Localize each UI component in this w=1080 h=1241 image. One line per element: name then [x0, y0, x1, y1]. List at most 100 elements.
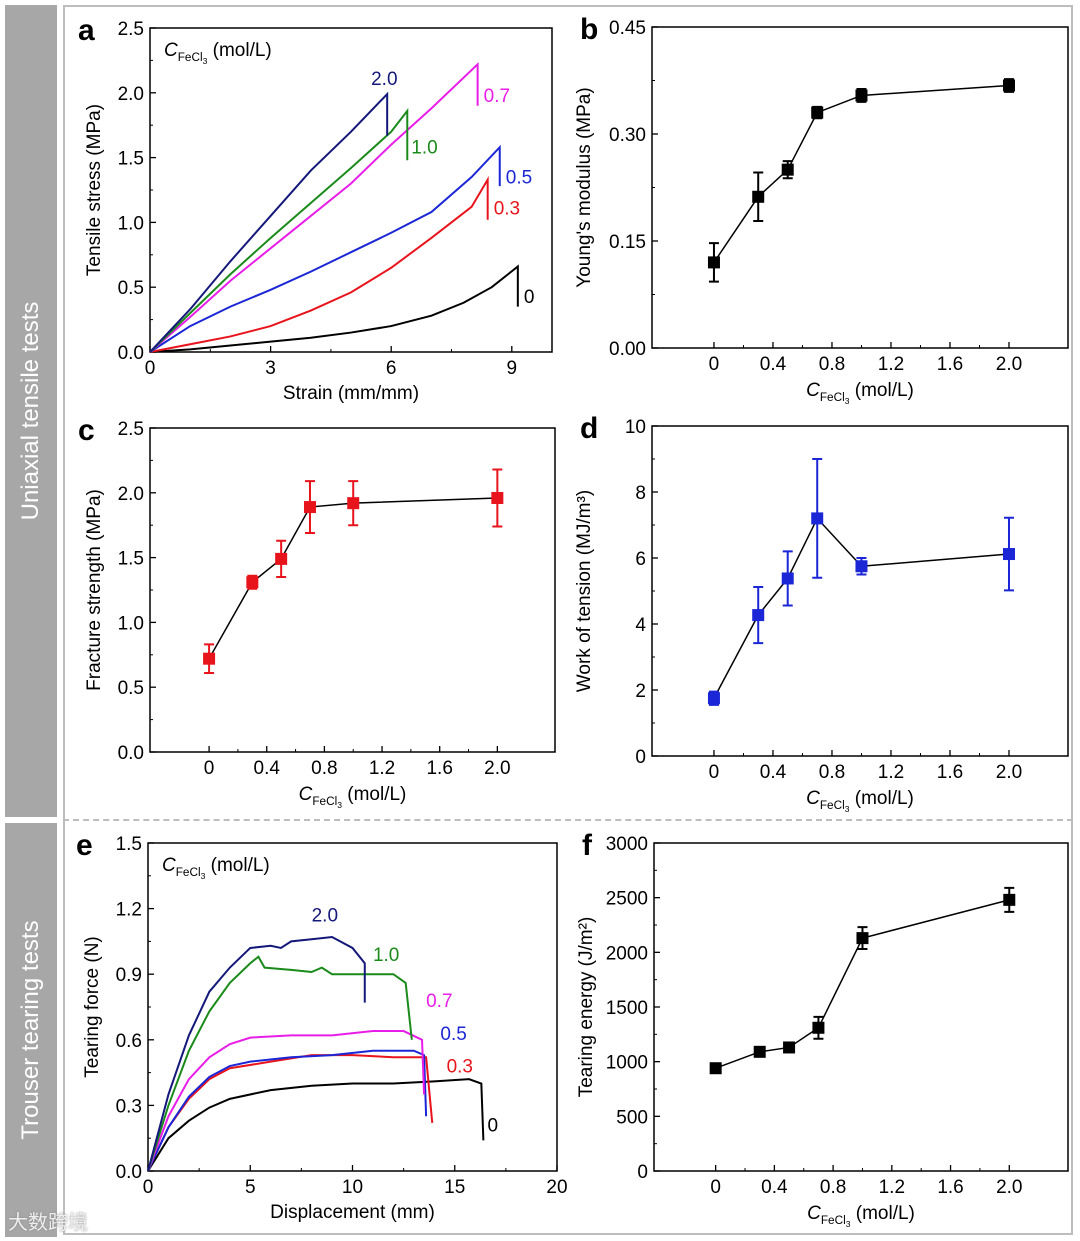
x-tick-label: 0.4	[761, 1177, 788, 1198]
x-tick-label: 15	[444, 1177, 465, 1198]
panel-d: d 0 0.4 0.8 1.2 1.6 2.0 0 2 4 6 8 10 Work of tension …	[574, 412, 1069, 814]
y-axis-label: Fracture strength (MPa)	[84, 489, 105, 691]
plot-area	[149, 27, 553, 353]
panel-letter: d	[580, 412, 598, 445]
concentration-label: CFeCl3 (mol/L)	[164, 40, 272, 66]
curve-0.7	[147, 1030, 426, 1172]
y-tick-label: 1.2	[116, 900, 142, 921]
curve-label: 1.0	[373, 945, 399, 966]
y-tick-label: 0.45	[609, 18, 646, 39]
y-tick-label: 0.6	[116, 1031, 142, 1052]
y-tick-label: 2	[635, 681, 646, 702]
data-point	[855, 560, 868, 573]
x-tick-label: 1.6	[937, 354, 963, 375]
x-axis-label: Strain (mm/mm)	[283, 383, 419, 404]
curve-0.3	[149, 175, 489, 353]
watermark: 大数跨境	[8, 1212, 88, 1234]
data-point	[856, 932, 869, 945]
y-tick-label: 0.15	[609, 232, 646, 253]
data-point	[303, 501, 316, 514]
curve-label: 2.0	[371, 69, 397, 90]
x-tick-label: 0.8	[819, 354, 845, 375]
figure-frame	[63, 5, 1073, 1235]
curve-1.0	[147, 955, 413, 1172]
x-tick-label: 1.2	[369, 758, 395, 779]
data-point	[753, 1045, 766, 1058]
connecting-line	[208, 497, 498, 660]
x-tick-label: 0.4	[760, 354, 787, 375]
data-point	[275, 552, 288, 565]
x-tick-label: 1.6	[937, 1177, 963, 1198]
curve-0.5	[149, 144, 501, 353]
data-point	[811, 512, 824, 525]
x-tick-label: 0	[709, 762, 720, 783]
data-point	[781, 163, 794, 176]
y-tick-label: 0.9	[116, 965, 142, 986]
y-tick-label: 1.5	[116, 834, 142, 855]
x-tick-label: 1.6	[426, 758, 452, 779]
x-tick-label: 2.0	[996, 354, 1022, 375]
y-tick-label: 0.5	[118, 678, 144, 699]
x-tick-label: 0.8	[820, 1177, 846, 1198]
x-tick-label: 0	[204, 758, 215, 779]
y-tick-label: 2000	[606, 943, 648, 964]
curve-label: 1.0	[411, 138, 437, 159]
y-tick-label: 2.5	[118, 19, 144, 40]
x-tick-label: 2.0	[484, 758, 510, 779]
curve-label: 0.5	[440, 1024, 466, 1045]
y-axis-label: Tensile stress (MPa)	[84, 104, 105, 276]
concentration-label: CFeCl3 (mol/L)	[299, 784, 407, 810]
y-tick-label: 1000	[606, 1053, 648, 1074]
x-tick-label: 0.8	[819, 762, 845, 783]
x-tick-label: 0	[709, 354, 720, 375]
data-point	[1003, 893, 1016, 906]
y-tick-label: 0.00	[609, 339, 646, 360]
y-tick-label: 2.0	[118, 484, 144, 505]
y-axis-label: Tearing force (N)	[82, 936, 103, 1078]
data-point	[752, 190, 765, 203]
data-point	[811, 106, 824, 119]
concentration-label: CFeCl3 (mol/L)	[162, 855, 270, 881]
x-tick-label: 20	[546, 1177, 567, 1198]
y-tick-label: 0	[637, 1162, 648, 1183]
data-point	[491, 491, 504, 504]
data-point	[246, 576, 259, 589]
section-uniaxial: Uniaxial tensile tests	[5, 5, 57, 817]
curve-1.0	[149, 108, 409, 353]
y-tick-label: 10	[625, 417, 646, 438]
x-tick-label: 2.0	[996, 762, 1022, 783]
panel-letter: a	[78, 14, 95, 47]
y-tick-label: 0.0	[116, 1162, 142, 1183]
curve-2.0	[147, 935, 366, 1172]
y-axis-label: Tearing energy (J/m²)	[576, 917, 597, 1098]
curve-label: 0.3	[447, 1057, 473, 1078]
panel-a: a 0 3 6 9 0.0 0.5 1.0 1.5 2.0 2.5 Tensile stress (M…	[78, 14, 553, 404]
plot-area	[653, 842, 1069, 1172]
x-tick-label: 0	[143, 1177, 154, 1198]
connecting-line	[713, 517, 1010, 699]
data-point	[1002, 79, 1015, 92]
panel-letter: f	[582, 829, 593, 862]
y-tick-label: 3000	[606, 834, 648, 855]
data-point	[707, 256, 720, 269]
x-tick-label: 0.4	[760, 762, 787, 783]
curve-0.3	[147, 1054, 434, 1172]
data-point	[812, 1021, 825, 1034]
x-tick-label: 1.2	[878, 762, 904, 783]
data-point	[707, 692, 720, 705]
panel-f: f 0 0.4 0.8 1.2 1.6 2.0 0 500 1000 1500 2000 2500 300…	[576, 829, 1069, 1229]
y-tick-label: 0.0	[118, 343, 144, 364]
data-point	[781, 572, 794, 585]
panel-letter: e	[76, 829, 93, 862]
y-tick-label: 2500	[606, 889, 648, 910]
x-tick-label: 1.6	[937, 762, 963, 783]
plot-area	[651, 26, 1069, 349]
data-point	[1002, 548, 1015, 561]
x-tick-label: 1.2	[878, 354, 904, 375]
plot-area	[149, 427, 556, 753]
x-tick-label: 0	[145, 358, 156, 379]
y-tick-label: 2.5	[118, 419, 144, 440]
x-tick-label: 0.4	[254, 758, 281, 779]
x-tick-label: 0.8	[311, 758, 337, 779]
